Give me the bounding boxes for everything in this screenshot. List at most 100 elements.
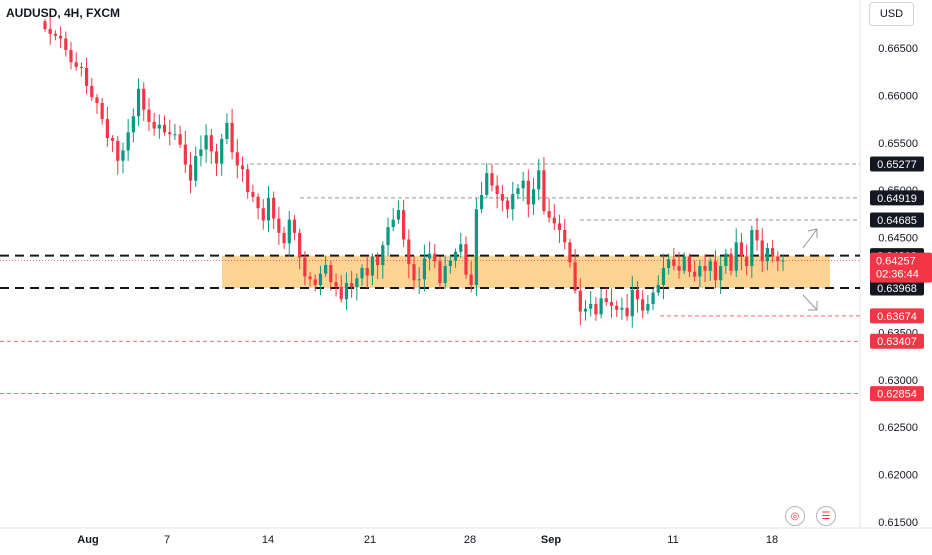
- time-tick-label: 28: [464, 534, 476, 546]
- candle: [360, 264, 364, 287]
- price-badge-text: 0.63968: [877, 283, 917, 295]
- price-tick-label: 0.66500: [878, 43, 918, 55]
- price-badges-layer: 0.652770.649190.646850.643100.639680.636…: [870, 156, 932, 402]
- candle-body: [142, 88, 146, 110]
- candle-body: [334, 282, 338, 287]
- candle: [713, 250, 718, 289]
- candle: [261, 199, 265, 230]
- candle: [521, 171, 525, 202]
- candle: [230, 108, 234, 160]
- candle-body: [152, 121, 156, 129]
- candle: [719, 256, 723, 294]
- candle-body: [698, 266, 702, 277]
- candle-body: [308, 276, 312, 280]
- candle: [178, 125, 182, 148]
- candle-body: [240, 165, 245, 170]
- candle-body: [214, 151, 219, 164]
- price-badge-0-62854: 0.62854: [870, 386, 924, 402]
- candle: [48, 15, 52, 45]
- candle: [698, 259, 702, 288]
- candle-body: [324, 265, 328, 274]
- candle-body: [230, 122, 234, 153]
- price-badge-0-63407: 0.63407: [870, 333, 924, 349]
- candle: [350, 270, 354, 298]
- price-badge-text: 0.63674: [877, 311, 917, 323]
- price-tick-label: 0.66000: [878, 90, 918, 102]
- price-badge-0-63674: 0.63674: [870, 308, 924, 324]
- price-tick-label: 0.61500: [878, 517, 918, 529]
- candle: [438, 256, 442, 290]
- price-badge-bg: [870, 156, 924, 172]
- candle: [402, 199, 406, 247]
- candle-body: [594, 303, 598, 315]
- candle: [199, 135, 203, 167]
- candle-body: [209, 135, 213, 152]
- candle: [131, 108, 135, 143]
- candle-body: [719, 266, 723, 281]
- candle-body: [48, 29, 52, 34]
- time-tick-label: 21: [364, 534, 376, 546]
- candle-body: [672, 259, 676, 267]
- candle: [412, 255, 416, 291]
- country-flag-button[interactable]: ☰: [816, 506, 836, 526]
- candle-body: [131, 116, 135, 133]
- candle-body: [370, 256, 375, 276]
- candle: [116, 135, 120, 175]
- candle-body: [537, 170, 541, 190]
- candle-body: [500, 193, 504, 201]
- candle: [157, 114, 161, 139]
- candle-body: [95, 97, 99, 103]
- candle-body: [568, 242, 572, 263]
- arrow-down-icon: [802, 294, 818, 311]
- candle-body: [282, 232, 286, 244]
- candle: [355, 273, 359, 301]
- candle: [745, 244, 749, 276]
- candle-body: [745, 256, 749, 267]
- candle: [542, 156, 546, 215]
- candle: [583, 300, 588, 321]
- candle: [58, 26, 63, 49]
- candle-body: [162, 124, 167, 133]
- candle: [620, 297, 624, 320]
- candle: [407, 229, 411, 279]
- candle-body: [100, 102, 104, 120]
- candle-body: [667, 259, 671, 268]
- candle-body: [365, 267, 369, 276]
- candle-body: [552, 217, 556, 224]
- candle: [272, 191, 276, 230]
- candle-body: [604, 298, 608, 303]
- candle: [90, 77, 94, 102]
- candle-body: [43, 21, 47, 30]
- target-icon: ◎: [790, 510, 800, 522]
- candle-body: [396, 210, 401, 220]
- price-tick-label: 0.65500: [878, 138, 918, 150]
- candle: [537, 158, 541, 201]
- candle-body: [417, 279, 421, 281]
- price-badge-bg: [870, 280, 924, 296]
- time-axis[interactable]: Aug 7 14 21 28 Sep 11 18: [77, 534, 778, 546]
- candle-body: [402, 210, 406, 240]
- candle: [448, 255, 452, 274]
- price-badge-bg: [870, 190, 924, 206]
- candle: [105, 106, 109, 147]
- candle: [147, 98, 151, 132]
- candle: [667, 253, 671, 275]
- candle-body: [625, 307, 629, 317]
- candle: [485, 163, 489, 199]
- price-badge-bg: [870, 212, 924, 228]
- candle-body: [511, 193, 515, 210]
- candle-body: [641, 299, 645, 311]
- price-axis[interactable]: 0.615000.620000.625000.630000.635000.640…: [878, 43, 918, 529]
- candle: [443, 255, 447, 289]
- candle: [329, 260, 333, 291]
- candle-body: [760, 240, 764, 262]
- candle: [771, 240, 775, 263]
- currency-button[interactable]: USD: [869, 2, 914, 26]
- candle-body: [105, 119, 109, 139]
- symbol-title: AUDUSD, 4H, FXCM: [6, 6, 121, 20]
- candle-body: [531, 189, 536, 205]
- candle-body: [427, 253, 432, 259]
- goto-realtime-button[interactable]: ◎: [785, 506, 805, 526]
- candle: [453, 248, 458, 268]
